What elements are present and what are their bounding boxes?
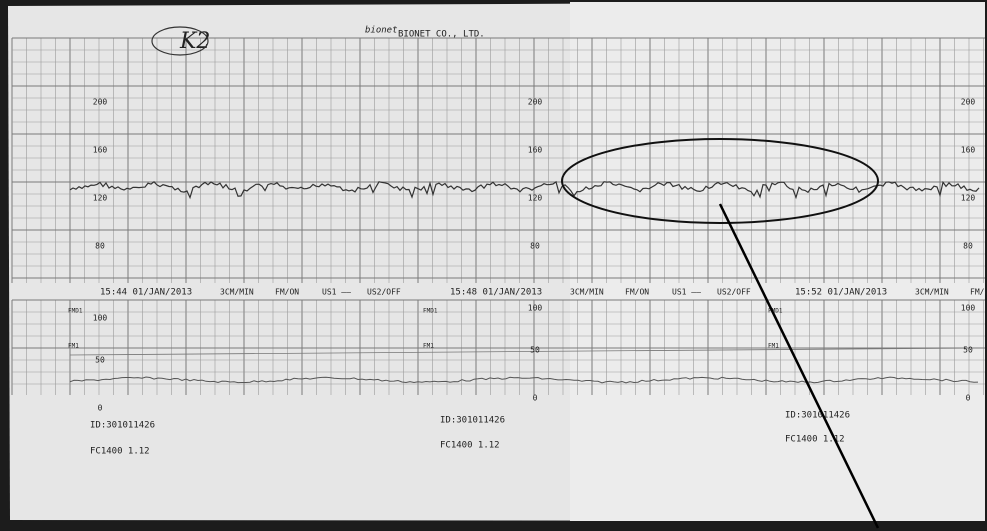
toco-scale-label: 50	[530, 346, 540, 355]
fhr-scale-label: 120	[93, 194, 108, 203]
fhr-scale-label: 120	[961, 194, 976, 203]
fm-mode: FM/ON	[625, 288, 649, 297]
fm-mode: FM/ON	[970, 288, 987, 297]
toco-scale-label: 0	[98, 404, 103, 413]
photo: 200 160 120 80 100 50 0 200 160 120 80 100 50 0 200 160…	[0, 0, 987, 531]
us2-label: US2/OFF	[367, 288, 401, 297]
toco-scale-label: 100	[528, 304, 543, 313]
fhr-scale-label: 160	[961, 146, 976, 155]
fhr-scale-label: 200	[93, 98, 108, 107]
us1-label: US1 ——	[322, 288, 351, 297]
chart-speed: 3CM/MIN	[570, 288, 604, 297]
toco-scale-label: 0	[966, 394, 971, 403]
us2-label: US2/OFF	[717, 288, 751, 297]
fm-label: FM1	[768, 343, 779, 350]
fhr-scale-label: 80	[95, 242, 105, 251]
paper-fold	[570, 2, 985, 521]
fhr-scale-label: 200	[528, 98, 543, 107]
fmd-label: FMD1	[68, 308, 83, 315]
fhr-scale-label: 160	[528, 146, 543, 155]
toco-scale-label: 100	[93, 314, 108, 323]
patient-id: ID:301011426	[440, 416, 505, 426]
chart-speed: 3CM/MIN	[915, 288, 949, 297]
us1-label: US1 ——	[672, 288, 701, 297]
chart-speed: 3CM/MIN	[220, 288, 254, 297]
timestamp: 15:44 01/JAN/2013	[100, 288, 192, 298]
page: 200 160 120 80 100 50 0 200 160 120 80 100 50 0 200 160…	[0, 0, 987, 531]
fhr-scale-label: 160	[93, 146, 108, 155]
logo: bionet	[365, 26, 398, 36]
fhr-scale-label: 80	[963, 242, 973, 251]
patient-id: ID:301011426	[785, 411, 850, 421]
timestamp: 15:48 01/JAN/2013	[450, 288, 542, 298]
fhr-scale-label: 120	[528, 194, 543, 203]
fhr-scale-label: 80	[530, 242, 540, 251]
timestamp: 15:52 01/JAN/2013	[795, 288, 887, 298]
toco-scale-label: 100	[961, 304, 976, 313]
fmd-label: FMD1	[423, 308, 438, 315]
company-name: BIONET CO., LTD.	[398, 30, 485, 40]
handwritten-label: K2	[179, 29, 210, 54]
toco-scale-label: 50	[95, 356, 105, 365]
fm-label: FM1	[68, 343, 79, 350]
device-code: FC1400 1.12	[440, 441, 500, 451]
device-code: FC1400 1.12	[90, 447, 150, 457]
fhr-scale-label: 200	[961, 98, 976, 107]
fm-mode: FM/ON	[275, 288, 299, 297]
patient-id: ID:301011426	[90, 421, 155, 431]
toco-scale-label: 0	[533, 394, 538, 403]
fm-label: FM1	[423, 343, 434, 350]
toco-scale-label: 50	[963, 346, 973, 355]
